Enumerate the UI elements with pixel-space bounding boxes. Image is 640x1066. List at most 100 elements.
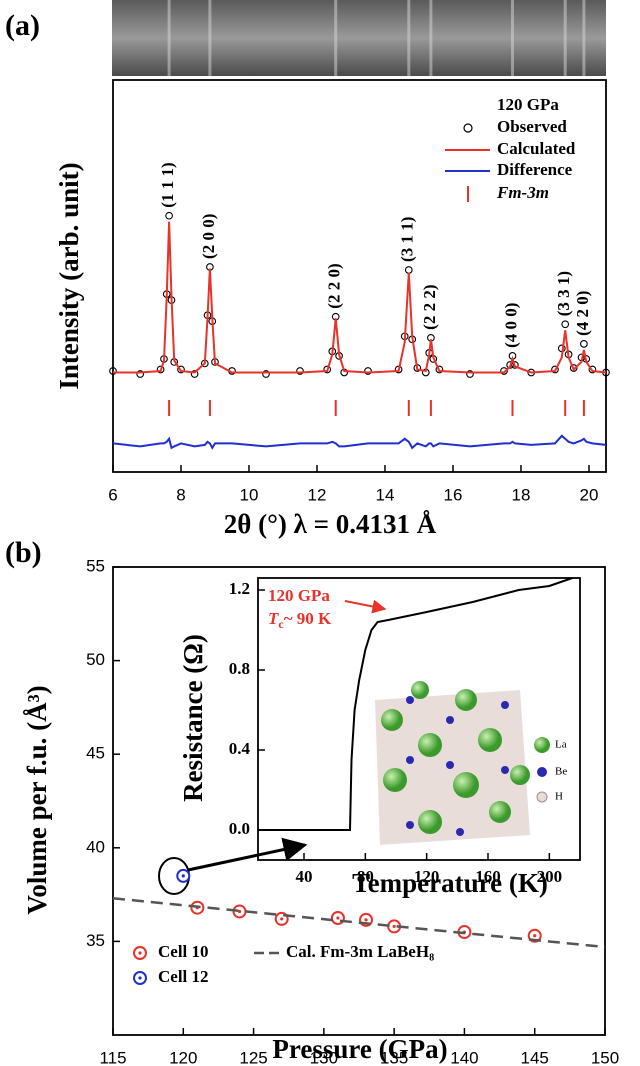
annotation-tc: Tc~ 90 K xyxy=(268,609,332,631)
observed-point xyxy=(561,320,570,329)
structure-legend-label: H xyxy=(555,791,563,803)
panel-label: (a) xyxy=(5,9,40,42)
annotation-pressure: 120 GPa xyxy=(268,586,330,605)
x-tick-label: 120 xyxy=(169,1048,197,1066)
observed-point xyxy=(177,365,185,374)
legend-label: Cell 12 xyxy=(158,967,209,986)
x-tick-label: 6 xyxy=(108,485,117,504)
hkl-label: (1 1 1) xyxy=(158,162,177,207)
x-tick-label: 115 xyxy=(99,1048,126,1066)
observed-point xyxy=(109,367,117,375)
y-axis-label: Intensity (arb. unit) xyxy=(54,162,84,389)
x-tick-label: 20 xyxy=(580,485,599,504)
series-line xyxy=(112,434,607,450)
diffraction-image xyxy=(112,0,606,76)
legend-label: Cell 10 xyxy=(158,942,209,961)
x-tick-label: 8 xyxy=(176,485,185,504)
legend-label: Cal. Fm-3m LaBeH₈ xyxy=(286,942,434,961)
plot-frame xyxy=(112,566,606,1036)
panel-label: (b) xyxy=(5,536,42,569)
y-tick-label: 50 xyxy=(86,650,105,669)
observed-point xyxy=(500,367,508,375)
observed-point xyxy=(136,370,145,378)
hkl-label: (2 2 2) xyxy=(420,284,439,329)
observed-point xyxy=(551,365,559,374)
point-center xyxy=(364,918,368,922)
x-tick-label: 120 xyxy=(414,867,440,886)
observed-point xyxy=(580,339,588,348)
x-tick-label: 135 xyxy=(380,1048,408,1066)
streak xyxy=(167,0,171,76)
y-tick-label: 1.2 xyxy=(229,579,250,598)
hkl-label: (3 3 1) xyxy=(554,271,573,316)
tc-arrow xyxy=(344,599,387,614)
x-tick-label: 16 xyxy=(444,485,463,504)
legend-marker-center xyxy=(138,951,142,955)
hkl-label: (2 2 0) xyxy=(325,263,344,308)
point-center xyxy=(237,909,242,914)
y-tick-label: 0.4 xyxy=(229,739,251,758)
observed-point xyxy=(394,365,403,374)
plot-frame xyxy=(112,79,607,473)
x-tick-label: 145 xyxy=(521,1048,549,1066)
streak xyxy=(563,0,567,76)
x-axis-label: Pressure (GPa) xyxy=(272,1034,447,1064)
series-line xyxy=(112,897,606,949)
x-tick-label: 10 xyxy=(240,485,259,504)
x-tick-label: 125 xyxy=(239,1048,267,1066)
structure-legend-label: La xyxy=(555,739,567,751)
observed-point xyxy=(296,367,304,375)
point-center xyxy=(392,924,396,929)
series-line xyxy=(113,221,607,374)
structure-legend-marker xyxy=(536,791,548,803)
y-tick-label: 35 xyxy=(86,931,105,950)
point-center xyxy=(181,874,185,878)
hkl-label: (3 1 1) xyxy=(398,217,417,262)
data-point xyxy=(176,868,191,883)
y-axis-label: Resistance (Ω) xyxy=(178,634,208,802)
streak xyxy=(582,0,586,76)
observed-point xyxy=(588,365,597,374)
tc-text: ~ 90 K xyxy=(284,609,332,628)
legend-label: Difference xyxy=(497,160,573,179)
y-tick-label: 55 xyxy=(86,556,105,575)
image-streaks xyxy=(167,0,586,76)
legend-label: Fm-3m xyxy=(496,183,549,202)
observed-point xyxy=(435,365,444,374)
point-center xyxy=(533,934,537,938)
observed-point xyxy=(323,365,332,374)
x-tick-label: 40 xyxy=(296,867,313,886)
structure-legend-label: Be xyxy=(555,766,567,778)
observed-point xyxy=(364,367,372,375)
y-tick-label: 45 xyxy=(86,744,105,763)
streak xyxy=(429,0,433,76)
point-center xyxy=(280,917,284,921)
y-tick-label: 40 xyxy=(86,837,105,856)
observed-point xyxy=(404,266,413,274)
streak xyxy=(208,0,212,76)
y-tick-label: 0.0 xyxy=(229,819,250,838)
legend-title: 120 GPa xyxy=(497,95,559,114)
streak xyxy=(407,0,411,76)
observed-point xyxy=(569,364,578,372)
x-tick-label: 14 xyxy=(376,485,395,504)
point-center xyxy=(336,916,340,920)
tc-subscript: c xyxy=(278,617,284,631)
x-axis-label: Temperature (K) xyxy=(352,868,548,898)
tc-symbol: T xyxy=(268,609,279,628)
streak xyxy=(334,0,338,76)
structure-legend-marker xyxy=(537,767,547,777)
x-axis-label: 2θ (°) λ = 0.4131 Å xyxy=(224,509,437,539)
y-axis-label: Volume per f.u. (Å³) xyxy=(22,685,52,914)
series-line xyxy=(258,577,573,831)
x-tick-label: 80 xyxy=(357,867,374,886)
hkl-label: (4 2 0) xyxy=(573,291,592,336)
legend-label: Calculated xyxy=(497,139,576,158)
structure-legend-marker xyxy=(534,737,550,753)
hkl-label: (2 0 0) xyxy=(199,214,218,259)
x-tick-label: 130 xyxy=(310,1048,338,1066)
x-tick-label: 200 xyxy=(537,867,563,886)
x-tick-label: 150 xyxy=(591,1048,619,1066)
observed-point xyxy=(165,211,173,220)
